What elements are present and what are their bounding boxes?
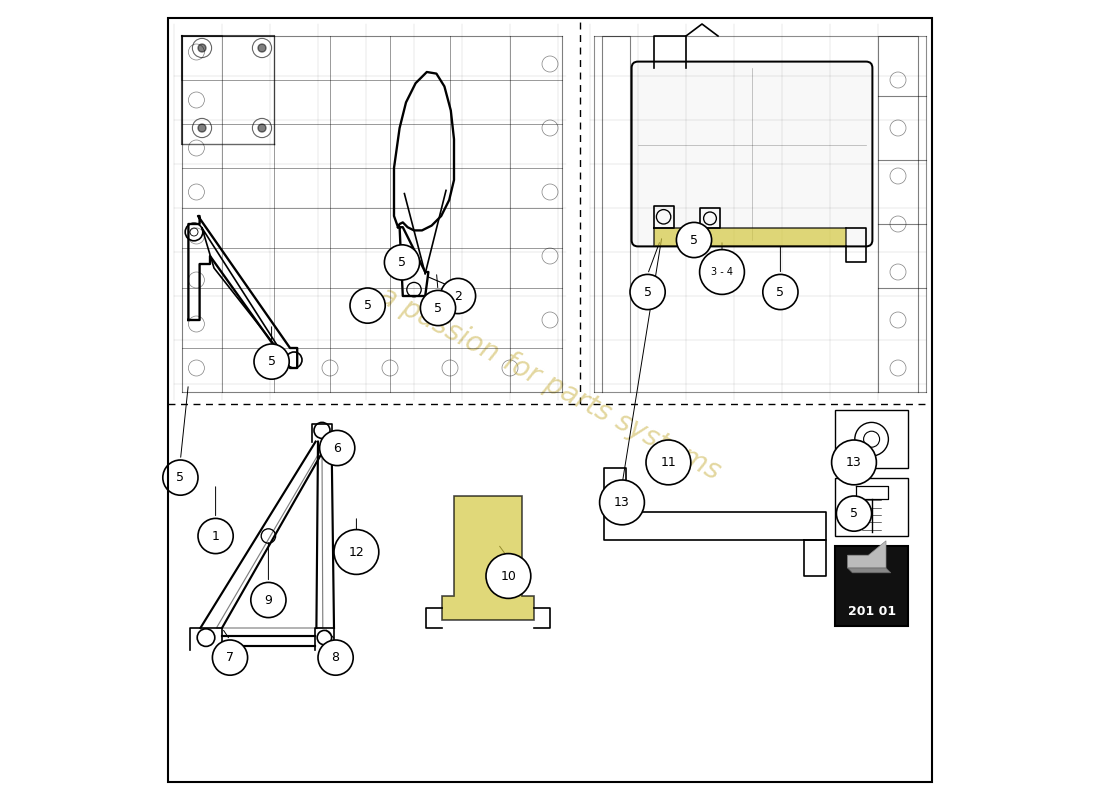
Circle shape — [600, 480, 645, 525]
Circle shape — [258, 44, 266, 52]
Polygon shape — [654, 228, 846, 246]
Text: 11: 11 — [660, 456, 676, 469]
Circle shape — [198, 518, 233, 554]
Circle shape — [258, 124, 266, 132]
Circle shape — [646, 440, 691, 485]
Circle shape — [700, 250, 745, 294]
Text: a passion for parts systems: a passion for parts systems — [374, 282, 726, 486]
Circle shape — [198, 44, 206, 52]
FancyBboxPatch shape — [631, 62, 872, 246]
Circle shape — [630, 274, 666, 310]
Text: 5: 5 — [364, 299, 372, 312]
Bar — [835, 410, 909, 468]
Text: 6: 6 — [333, 442, 341, 454]
Text: 10: 10 — [500, 570, 516, 582]
Circle shape — [420, 290, 455, 326]
Text: 7: 7 — [226, 651, 234, 664]
Circle shape — [320, 430, 355, 466]
Circle shape — [254, 344, 289, 379]
Text: 5: 5 — [850, 507, 858, 520]
Circle shape — [350, 288, 385, 323]
Text: 5: 5 — [398, 256, 406, 269]
Circle shape — [762, 274, 798, 310]
Text: 5: 5 — [777, 286, 784, 298]
Text: 5: 5 — [644, 286, 651, 298]
Text: 13: 13 — [614, 496, 630, 509]
Text: 13: 13 — [846, 456, 862, 469]
Circle shape — [163, 460, 198, 495]
Text: 3 - 4: 3 - 4 — [711, 267, 733, 277]
Circle shape — [334, 530, 378, 574]
Polygon shape — [848, 568, 891, 573]
Bar — [835, 546, 909, 626]
Text: 5: 5 — [267, 355, 276, 368]
Polygon shape — [442, 496, 534, 620]
Circle shape — [486, 554, 531, 598]
Text: 5: 5 — [176, 471, 185, 484]
Text: 5: 5 — [690, 234, 698, 246]
Circle shape — [676, 222, 712, 258]
Bar — [835, 478, 909, 536]
Circle shape — [440, 278, 475, 314]
Text: 1: 1 — [211, 530, 220, 542]
Circle shape — [832, 440, 877, 485]
Text: 201 01: 201 01 — [847, 605, 895, 618]
Circle shape — [251, 582, 286, 618]
Circle shape — [198, 124, 206, 132]
Text: 9: 9 — [264, 594, 273, 606]
Circle shape — [212, 640, 248, 675]
Circle shape — [318, 640, 353, 675]
Text: 12: 12 — [349, 546, 364, 558]
Text: 2: 2 — [454, 290, 462, 302]
Polygon shape — [848, 541, 886, 568]
Circle shape — [836, 496, 871, 531]
Text: 8: 8 — [331, 651, 340, 664]
Text: 5: 5 — [434, 302, 442, 314]
Circle shape — [384, 245, 419, 280]
